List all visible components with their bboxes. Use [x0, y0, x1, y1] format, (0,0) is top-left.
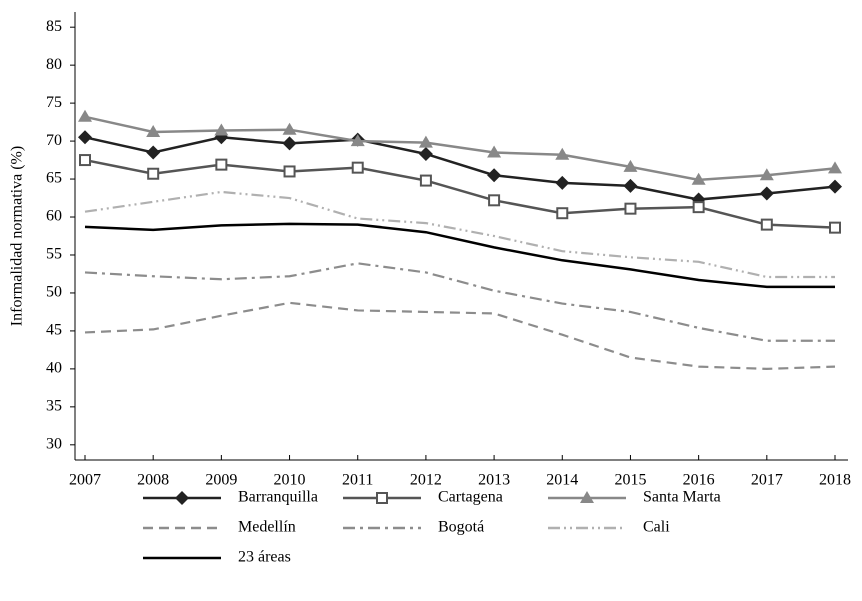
marker [487, 168, 502, 183]
marker [147, 167, 160, 180]
x-tick-label: 2009 [205, 472, 237, 489]
x-tick-label: 2007 [69, 472, 101, 489]
marker [555, 175, 570, 190]
x-tick-label: 2011 [342, 472, 373, 489]
y-tick-label: 30 [46, 435, 62, 452]
y-tick-label: 75 [46, 94, 62, 111]
y-tick-label: 80 [46, 56, 62, 73]
marker [556, 207, 569, 220]
marker [691, 172, 706, 185]
marker [283, 165, 296, 178]
marker [418, 135, 433, 148]
series-line [84, 262, 835, 342]
series-line [84, 115, 836, 182]
y-tick-label: 50 [46, 284, 62, 301]
x-tick-label: 2018 [819, 472, 851, 489]
x-tick-label: 2008 [137, 472, 169, 489]
legend-label: Bogotá [438, 519, 484, 536]
x-tick-label: 2013 [478, 472, 510, 489]
x-tick-label: 2015 [614, 472, 646, 489]
x-tick-label: 2014 [546, 472, 578, 489]
legend-label: Cali [643, 519, 670, 536]
marker [282, 122, 297, 135]
legend-label: Medellín [238, 519, 296, 536]
marker [828, 179, 842, 194]
series-line [84, 301, 836, 370]
marker [623, 159, 638, 172]
marker [555, 147, 570, 160]
series-line [84, 222, 835, 289]
y-tick-label: 70 [46, 132, 62, 149]
marker [418, 146, 433, 161]
marker [350, 134, 365, 147]
y-axis-label: Informalidad normativa (%) [9, 146, 26, 326]
marker [78, 109, 92, 122]
series-line [84, 190, 835, 279]
marker [282, 136, 297, 151]
marker [146, 124, 161, 137]
y-tick-label: 85 [46, 18, 62, 35]
y-tick-label: 65 [46, 170, 62, 187]
legend-marker [580, 491, 594, 503]
legend-label: Santa Marta [643, 489, 721, 506]
marker [146, 145, 161, 160]
marker [215, 158, 228, 171]
series-line [84, 136, 836, 201]
y-tick-label: 60 [46, 208, 62, 225]
y-tick-label: 35 [46, 398, 62, 415]
legend-label: Cartagena [438, 489, 503, 506]
y-tick-label: 40 [46, 360, 62, 377]
marker [829, 221, 841, 234]
legend-marker [376, 492, 388, 504]
legend-marker [175, 491, 189, 505]
marker [623, 178, 638, 193]
marker [759, 186, 774, 201]
x-tick-label: 2012 [410, 472, 442, 489]
marker [759, 168, 774, 181]
marker [487, 145, 502, 158]
series-line [84, 158, 836, 229]
marker [760, 218, 773, 231]
marker [214, 123, 229, 136]
x-tick-label: 2017 [751, 472, 783, 489]
marker [351, 161, 364, 174]
marker [79, 154, 91, 167]
marker [419, 174, 432, 187]
marker [78, 130, 92, 145]
marker [624, 202, 637, 215]
y-tick-label: 55 [46, 246, 62, 263]
y-tick-label: 45 [46, 322, 62, 339]
legend-label: 23 áreas [238, 549, 291, 566]
x-tick-label: 2010 [274, 472, 306, 489]
marker [488, 194, 501, 207]
marker [828, 161, 842, 174]
legend-label: Barranquilla [238, 489, 318, 506]
x-tick-label: 2016 [683, 472, 715, 489]
marker [692, 201, 705, 214]
